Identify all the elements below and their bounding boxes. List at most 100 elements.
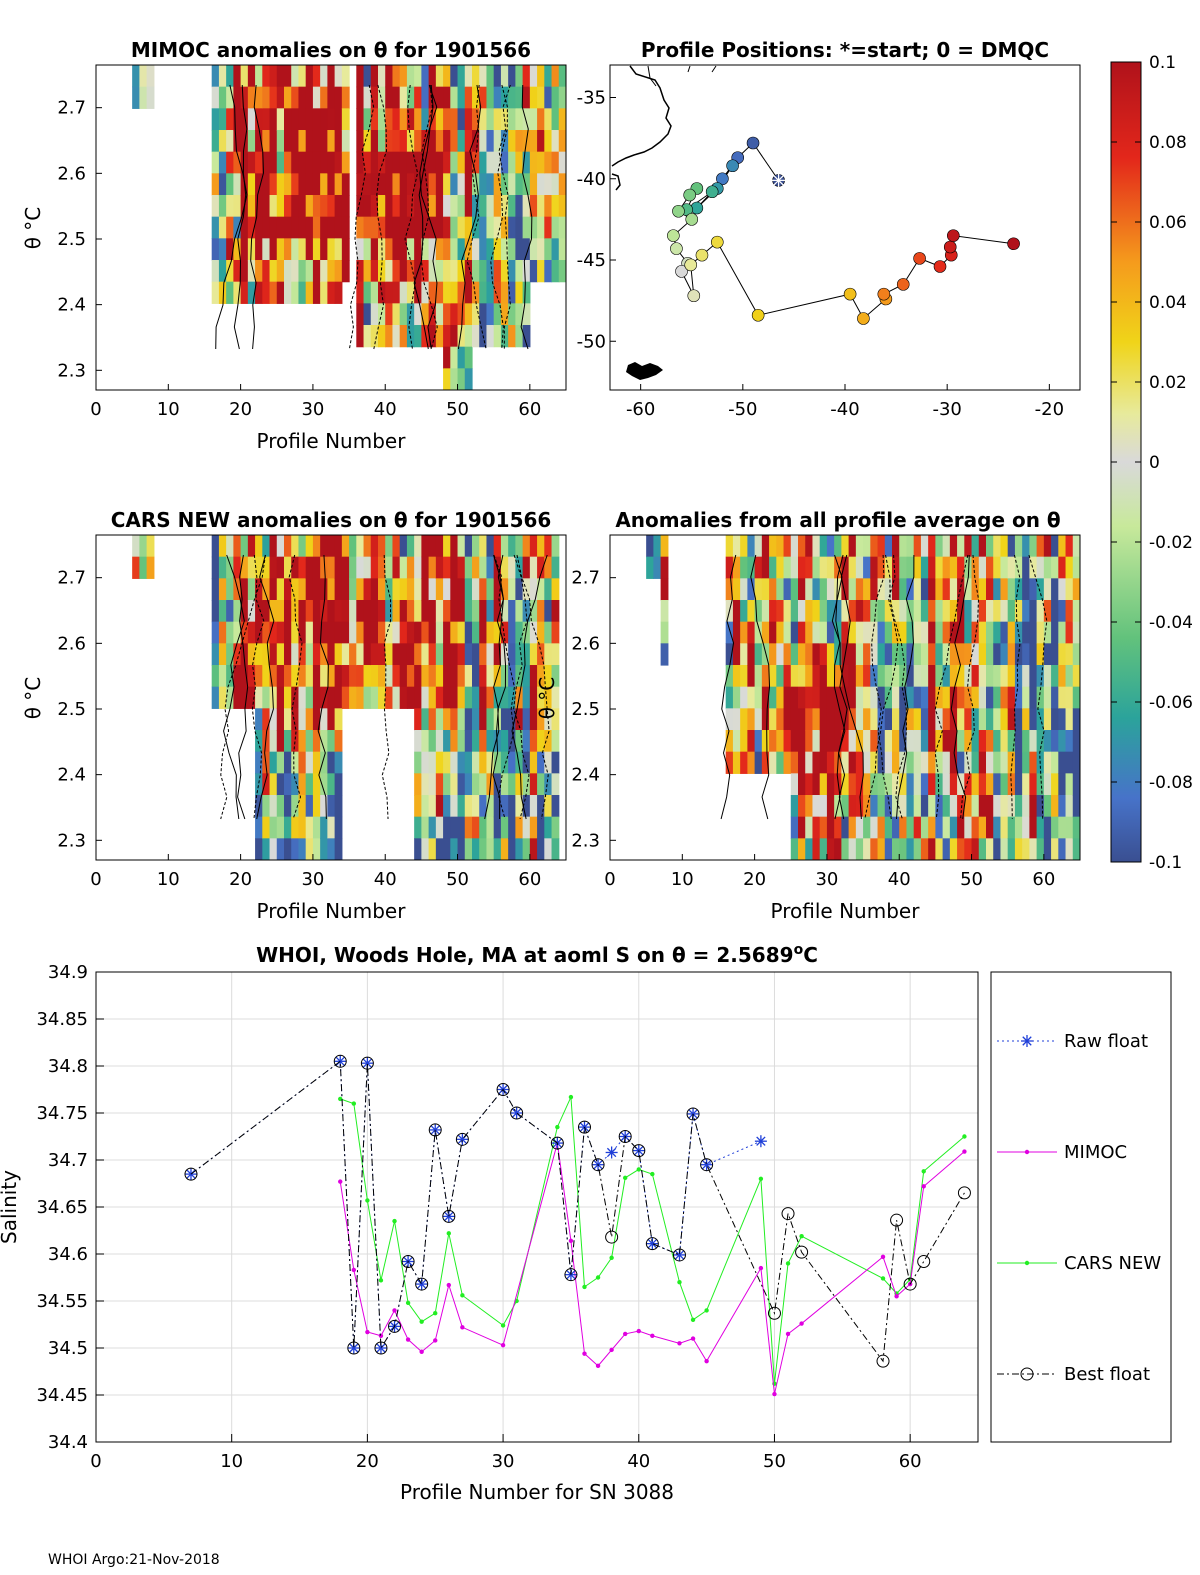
heatmap-cell xyxy=(378,86,386,109)
heatmap-cell xyxy=(356,65,365,88)
heatmap-cell xyxy=(392,600,401,623)
heatmap-cell xyxy=(450,556,459,579)
data-point xyxy=(650,1171,655,1177)
heatmap-cell xyxy=(211,556,220,579)
heatmap-cell xyxy=(783,730,792,753)
heatmap-cell xyxy=(1051,665,1059,688)
heatmap-cell xyxy=(971,708,980,731)
heatmap-cell xyxy=(920,838,929,860)
heatmap-cell xyxy=(262,130,271,153)
heatmap-cell xyxy=(139,65,148,88)
heatmap-cell xyxy=(769,751,777,774)
heatmap-cell xyxy=(660,600,669,623)
heatmap-cell xyxy=(805,708,814,731)
heatmap-cell xyxy=(740,708,748,731)
heatmap-cell xyxy=(428,195,437,218)
heatmap-cell xyxy=(515,751,524,774)
heatmap-cell xyxy=(378,578,386,601)
heatmap-cell xyxy=(443,86,451,109)
heatmap-cell xyxy=(320,816,328,839)
heatmap-cell xyxy=(978,686,987,709)
heatmap-cell xyxy=(457,346,466,369)
heatmap-cell xyxy=(740,643,748,666)
heatmap-cell xyxy=(754,751,763,774)
heatmap-cell xyxy=(262,773,271,796)
heatmap-cell xyxy=(942,751,951,774)
heatmap-cell xyxy=(486,751,495,774)
heatmap-cell xyxy=(305,643,314,666)
heatmap-cell xyxy=(211,281,220,304)
data-point xyxy=(500,1323,506,1328)
heatmap-cell xyxy=(537,773,545,796)
heatmap-cell xyxy=(1000,860,1008,882)
heatmap-cell xyxy=(522,65,531,88)
heatmap-cell xyxy=(146,556,155,579)
heatmap-cell xyxy=(327,86,336,109)
heatmap-cell xyxy=(515,600,524,623)
heatmap-cell xyxy=(747,556,756,579)
data-point xyxy=(623,1175,628,1181)
y-tick-label: 2.5 xyxy=(57,229,86,250)
heatmap-cell xyxy=(805,556,814,579)
heatmap-cell xyxy=(370,238,379,261)
heatmap-cell xyxy=(544,795,553,818)
heatmap-cell xyxy=(906,708,915,731)
heatmap-cell xyxy=(240,686,249,709)
heatmap-cell xyxy=(1043,535,1052,558)
heatmap-cell xyxy=(218,151,227,174)
heatmap-cell xyxy=(500,216,509,239)
heatmap-cell xyxy=(1000,600,1009,623)
x-tick-label: 10 xyxy=(220,1451,243,1472)
falkland-islands xyxy=(626,362,663,380)
heatmap-cell xyxy=(957,795,965,818)
x-tick-label: 40 xyxy=(888,869,911,890)
heatmap-cell xyxy=(450,773,459,796)
heatmap-cell xyxy=(508,303,516,326)
heatmap-cell xyxy=(863,600,871,623)
heatmap-cell xyxy=(558,108,566,131)
heatmap-cell xyxy=(291,751,300,774)
heatmap-cell xyxy=(529,556,538,579)
heatmap-cell xyxy=(356,260,365,283)
heatmap-cell xyxy=(942,578,951,601)
heatmap-cell xyxy=(747,643,756,666)
heatmap-cell xyxy=(247,535,256,558)
heatmap-cell xyxy=(899,751,908,774)
heatmap-cell xyxy=(544,838,553,860)
heatmap-cell xyxy=(443,600,451,623)
heatmap-cell xyxy=(906,816,915,839)
heatmap-cell xyxy=(841,838,850,860)
heatmap-cell xyxy=(725,556,734,579)
heatmap-cell xyxy=(428,708,437,731)
heatmap-cell xyxy=(428,281,437,304)
heatmap-cell xyxy=(363,108,372,131)
heatmap-cell xyxy=(421,773,430,796)
heatmap-cell xyxy=(341,130,350,153)
heatmap-cell xyxy=(414,535,422,558)
heatmap-cell xyxy=(515,195,524,218)
heatmap-cell xyxy=(435,108,444,131)
heatmap-cell xyxy=(783,556,792,579)
heatmap-cell xyxy=(798,665,806,688)
heatmap-cell xyxy=(421,108,430,131)
heatmap-cell xyxy=(457,281,466,304)
data-point xyxy=(704,1308,709,1313)
heatmap-cell xyxy=(457,108,466,131)
heatmap-cell xyxy=(139,556,148,579)
heatmap-cell xyxy=(479,216,488,239)
series-line xyxy=(190,1060,965,1363)
contour-line xyxy=(834,554,851,820)
heatmap-cell xyxy=(877,816,886,839)
data-point xyxy=(1024,1260,1030,1266)
heatmap-cell xyxy=(240,86,249,109)
heatmap-cell xyxy=(435,303,444,326)
heatmap-cell xyxy=(414,860,422,882)
heatmap-cell xyxy=(363,151,372,174)
heatmap-cell xyxy=(312,816,321,839)
mimoc-xlabel: Profile Number xyxy=(257,429,407,453)
heatmap-cell xyxy=(761,751,770,774)
heatmap-cell xyxy=(558,151,566,174)
heatmap-cell xyxy=(660,556,669,579)
heatmap-cell xyxy=(255,751,263,774)
data-point-circle xyxy=(455,1132,469,1146)
